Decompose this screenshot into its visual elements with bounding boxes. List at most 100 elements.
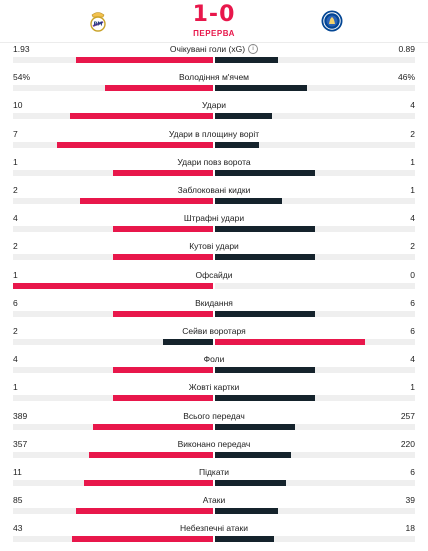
home-bar-track — [13, 113, 213, 120]
stat-label-text: Атаки — [202, 495, 226, 506]
home-stat-value: 1 — [13, 156, 18, 167]
home-stat-value: 11 — [13, 467, 22, 477]
stat-label-text: Виконано передач — [177, 438, 251, 449]
away-bar-track — [215, 85, 415, 92]
away-stat-value: 6 — [410, 297, 415, 308]
stat-label: Вкидання — [0, 298, 428, 309]
chelsea-crest-icon[interactable] — [320, 9, 344, 33]
stat-label: Заблоковані кидки — [0, 185, 428, 196]
home-stat-value: 2 — [13, 185, 18, 195]
away-bar-track — [215, 451, 415, 458]
match-status: ПЕРЕРВА — [193, 29, 235, 38]
svg-text:RM: RM — [94, 22, 103, 28]
home-bar-track — [13, 169, 213, 176]
stat-label: Офсайди — [0, 270, 428, 281]
stat-label-text: Штрафні удари — [183, 213, 245, 224]
stat-label: Сейви воротаря — [0, 326, 428, 337]
away-bar — [215, 480, 286, 486]
home-stat-value: 389 — [13, 410, 28, 421]
away-bar — [215, 141, 260, 148]
home-bar-track — [13, 254, 213, 261]
away-stat-value: 1 — [410, 185, 415, 195]
stat-label: Виконано передач — [0, 439, 428, 450]
away-bar-track — [215, 536, 415, 543]
stat-row: 54% Володіння м'ячем 46% — [0, 72, 428, 100]
stat-label: Підкати — [0, 467, 428, 478]
stat-label-text: Всього передач — [183, 410, 245, 421]
away-bar — [215, 536, 275, 543]
home-bar — [76, 57, 213, 63]
away-stat-value: 6 — [410, 326, 415, 336]
home-bar-track — [13, 198, 213, 204]
away-stat-value: 1 — [410, 156, 415, 167]
away-stat-value: 4 — [410, 213, 415, 224]
stat-row: 4 Фоли 4 — [0, 354, 428, 382]
stat-row: 4 Штрафні удари 4 — [0, 213, 428, 241]
away-stat-value: 1 — [410, 382, 415, 393]
away-bar — [215, 508, 278, 515]
away-bar — [215, 85, 307, 92]
away-bar-track — [215, 480, 415, 486]
away-bar — [215, 367, 315, 374]
stat-label: Штрафні удари — [0, 213, 428, 224]
stat-row: 1 Жовті картки 1 — [0, 382, 428, 410]
stat-row: 1 Удари повз ворота 1 — [0, 157, 428, 185]
stat-label: Очікувані голи (xG) i — [0, 43, 428, 55]
home-bar — [92, 423, 213, 430]
away-bar-track — [215, 395, 415, 402]
home-stat-value: 6 — [13, 297, 18, 308]
home-bar — [57, 141, 213, 148]
stat-row: 10 Удари 4 — [0, 100, 428, 128]
stat-label: Фоли — [0, 354, 428, 365]
stat-label-text: Підкати — [198, 467, 230, 477]
stat-label-text: Володіння м'ячем — [178, 72, 250, 83]
home-bar-track — [13, 480, 213, 486]
stat-label: Атаки — [0, 495, 428, 506]
header-divider — [0, 42, 428, 43]
stat-label: Всього передач — [0, 411, 428, 422]
stat-label-text: Сейви воротаря — [182, 326, 246, 336]
home-bar — [79, 198, 213, 204]
real-madrid-crest-icon[interactable]: RM — [86, 9, 110, 33]
away-stat-value: 220 — [400, 438, 415, 449]
away-bar-track — [215, 169, 415, 176]
home-bar-track — [13, 536, 213, 543]
home-stat-value: 1 — [13, 382, 18, 393]
home-bar — [113, 395, 213, 402]
home-bar — [89, 451, 213, 458]
away-bar-track — [215, 367, 415, 374]
stat-label: Удари повз ворота — [0, 157, 428, 168]
stat-label: Кутові удари — [0, 241, 428, 252]
home-stat-value: 43 — [13, 523, 23, 534]
stat-row: 357 Виконано передач 220 — [0, 439, 428, 467]
away-stat-value: 18 — [405, 523, 415, 534]
home-bar-track — [13, 310, 213, 317]
stat-label-text: Заблоковані кидки — [177, 185, 251, 195]
info-icon[interactable]: i — [248, 43, 259, 54]
away-bar — [215, 254, 315, 261]
stat-row: 6 Вкидання 6 — [0, 298, 428, 326]
stat-row: 389 Всього передач 257 — [0, 411, 428, 439]
stat-row: 43 Небезпечні атаки 18 — [0, 523, 428, 551]
away-bar-track — [215, 141, 415, 148]
away-stat-value: 2 — [410, 241, 415, 252]
stat-label-text: Удари повз ворота — [177, 156, 251, 167]
home-stat-value: 7 — [13, 128, 18, 139]
away-bar — [215, 113, 273, 120]
home-stat-value: 1 — [13, 269, 18, 280]
stat-row: 2 Кутові удари 2 — [0, 241, 428, 269]
home-bar-track — [13, 395, 213, 402]
match-score: 1-0 — [192, 2, 236, 27]
away-stat-value: 0 — [410, 269, 415, 280]
home-bar-track — [13, 451, 213, 458]
away-bar-track — [215, 226, 415, 233]
home-bar — [113, 169, 213, 176]
home-bar — [13, 282, 213, 289]
home-bar — [105, 85, 213, 92]
home-bar — [75, 508, 213, 515]
home-stat-value: 4 — [13, 354, 18, 365]
home-bar-track — [13, 367, 213, 374]
home-stat-value: 85 — [13, 495, 23, 506]
away-bar — [215, 451, 292, 458]
away-bar — [215, 57, 279, 63]
